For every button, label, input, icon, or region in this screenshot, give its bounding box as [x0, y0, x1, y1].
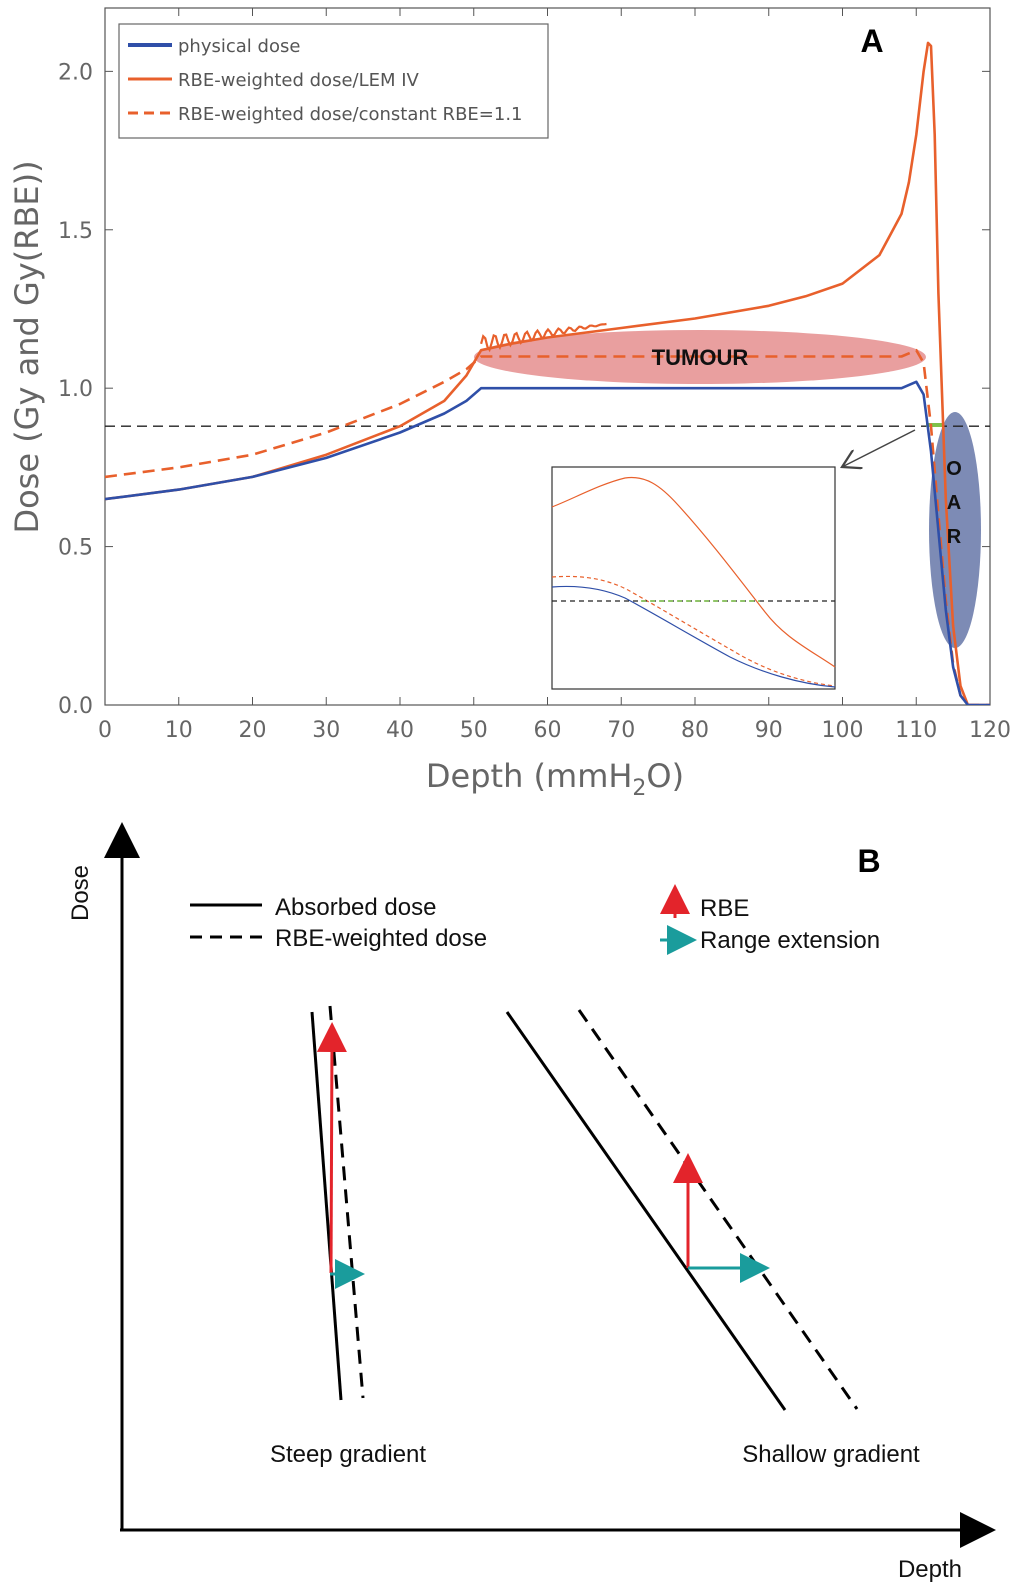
a-ytick-label: 1.5 — [58, 219, 93, 244]
shallow-caption: Shallow gradient — [742, 1441, 920, 1468]
inset-rbe-const-line — [551, 575, 836, 687]
rbe-lem-line — [105, 41, 990, 705]
legend-const-label: RBE-weighted dose/constant RBE=1.1 — [178, 104, 523, 125]
steep-caption: Steep gradient — [270, 1441, 426, 1468]
a-xtick-label: 120 — [969, 718, 1011, 743]
oar-label-o: O — [946, 458, 962, 480]
a-xtick-label: 10 — [165, 718, 193, 743]
steep-absorbed-line — [310, 1011, 343, 1401]
a-y-axis-title: Dose (Gy and Gy(RBE)) — [8, 160, 46, 533]
a-tick-labels: 0 10 20 30 40 50 60 70 80 90 100 110 120 0.0 0.5 1.0 1.5… — [58, 60, 1011, 743]
legend-rbe-weighted-label: RBE-weighted dose — [275, 925, 487, 952]
steep-rbe-arrow — [316, 1022, 347, 1274]
panel-b-letter: B — [857, 843, 880, 879]
inset-plot — [551, 466, 836, 690]
zoom-arrow — [842, 429, 916, 467]
a-x-axis-title: Depth (mmH2O) — [426, 757, 684, 801]
inset-physical-line — [551, 585, 836, 688]
oar-region — [929, 412, 981, 648]
legend-rbe-label: RBE — [700, 895, 749, 922]
a-series-group — [105, 41, 990, 705]
a-xtick-label: 100 — [822, 718, 864, 743]
shallow-absorbed-line — [505, 1011, 787, 1411]
a-x-axis-sub: 2 — [632, 776, 646, 801]
legend-range-label: Range extension — [700, 927, 880, 954]
legend-absorbed-label: Absorbed dose — [275, 894, 436, 921]
a-xtick-label: 0 — [98, 718, 112, 743]
rbe-lem-ripple — [480, 322, 607, 353]
panel-a-letter: A — [860, 23, 883, 59]
legend-lem-label: RBE-weighted dose/LEM IV — [178, 70, 420, 91]
oar-label-r: R — [947, 526, 962, 548]
a-ytick-label: 1.0 — [58, 377, 93, 402]
a-x-axis-main: Depth (mmH — [426, 757, 633, 795]
a-xtick-label: 70 — [607, 718, 635, 743]
a-legend-frame — [118, 23, 549, 139]
a-xtick-label: 40 — [386, 718, 414, 743]
inset-rbe-lem-line — [551, 476, 836, 668]
a-legend: physical dose RBE-weighted dose/LEM IV R… — [118, 23, 549, 139]
a-ytick-label: 2.0 — [58, 60, 93, 85]
inset-frame — [551, 466, 836, 690]
shallow-rbe-weighted-line — [577, 1009, 859, 1410]
a-ticks — [104, 8, 991, 706]
b-x-axis-title: Depth — [898, 1556, 962, 1583]
a-x-axis-end: O) — [646, 757, 684, 795]
a-xtick-label: 110 — [895, 718, 937, 743]
panel-b: Dose Depth B Absorbed dose RBE-weighted … — [67, 822, 996, 1583]
a-ytick-label: 0.0 — [58, 694, 93, 719]
a-ytick-label: 0.5 — [58, 536, 93, 561]
a-xtick-label: 60 — [534, 718, 562, 743]
panel-a: 0 10 20 30 40 50 60 70 80 90 100 110 120 0.0 0.5 1.0 1.5… — [8, 7, 1011, 801]
steep-rbe-weighted-line — [328, 1005, 365, 1399]
a-xtick-label: 80 — [681, 718, 709, 743]
b-y-axis-title: Dose — [67, 865, 94, 921]
a-xtick-label: 90 — [755, 718, 783, 743]
legend-physical-label: physical dose — [178, 36, 300, 57]
oar-label-a: A — [947, 492, 961, 514]
a-xtick-label: 50 — [460, 718, 488, 743]
tumour-label: TUMOUR — [652, 345, 749, 370]
physical-dose-line — [105, 380, 990, 705]
a-xtick-label: 20 — [239, 718, 267, 743]
a-xtick-label: 30 — [312, 718, 340, 743]
